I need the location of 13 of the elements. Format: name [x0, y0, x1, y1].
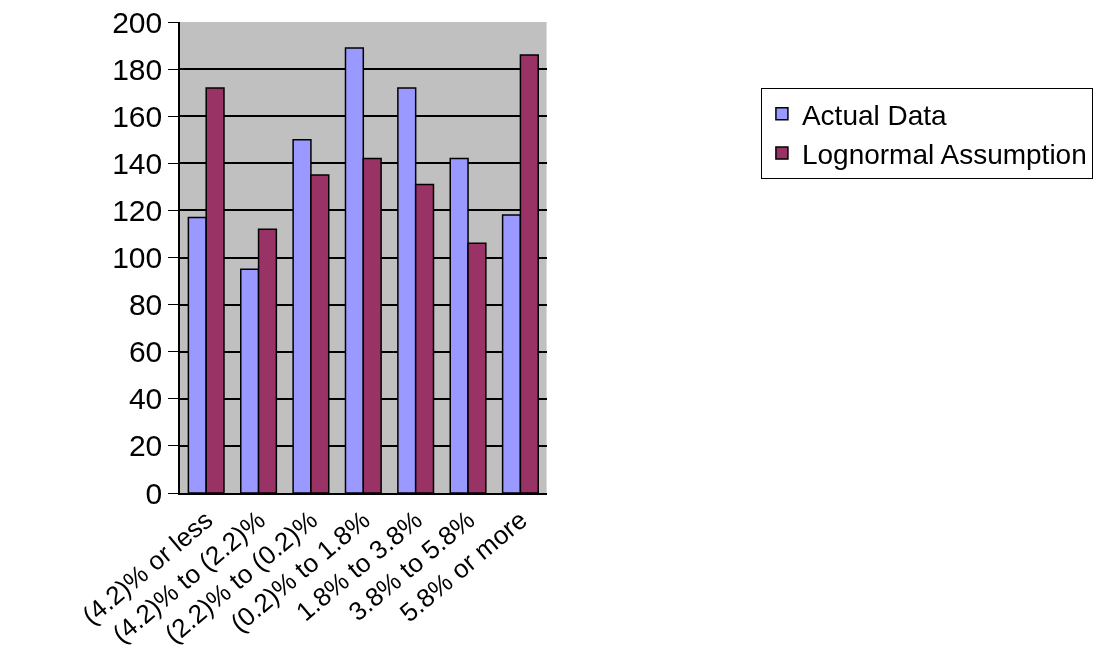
y-tick-label: 120: [112, 193, 163, 227]
y-tick-label: 0: [145, 476, 163, 510]
y-tick-label: 180: [112, 52, 163, 86]
legend-label: Actual Data: [801, 99, 948, 131]
y-tick-label: 20: [128, 429, 163, 463]
y-tick-label: 60: [128, 335, 163, 369]
y-tick-label: 160: [112, 99, 163, 133]
y-tick-label: 200: [112, 5, 163, 39]
legend-label: Lognormal Assumption: [801, 138, 1087, 170]
y-tick-label: 140: [112, 146, 163, 180]
y-tick-label: 100: [112, 241, 163, 274]
y-tick-label: 40: [128, 382, 163, 416]
y-tick-label: 80: [128, 288, 163, 322]
